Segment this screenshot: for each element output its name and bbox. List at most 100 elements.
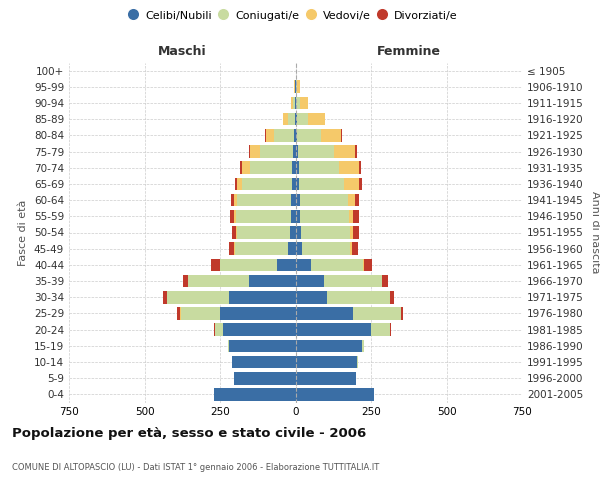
Bar: [240, 162, 242, 174]
Bar: [350, 242, 352, 255]
Text: Femmine: Femmine: [377, 44, 441, 58]
Bar: [249, 145, 250, 158]
Bar: [297, 80, 300, 93]
Bar: [296, 162, 299, 174]
Bar: [296, 129, 297, 141]
Bar: [232, 356, 296, 368]
Bar: [266, 129, 274, 141]
Bar: [296, 145, 298, 158]
Bar: [214, 388, 296, 400]
Bar: [324, 275, 382, 287]
Bar: [296, 178, 299, 190]
Bar: [390, 324, 391, 336]
Bar: [359, 178, 362, 190]
Bar: [163, 291, 167, 304]
Bar: [242, 162, 250, 174]
Bar: [292, 162, 296, 174]
Bar: [334, 145, 355, 158]
Bar: [296, 291, 327, 304]
Bar: [277, 258, 296, 271]
Bar: [230, 210, 235, 222]
Bar: [362, 258, 364, 271]
Text: Popolazione per età, sesso e stato civile - 2006: Popolazione per età, sesso e stato civil…: [12, 428, 366, 440]
Bar: [235, 178, 237, 190]
Bar: [181, 307, 220, 320]
Bar: [296, 210, 301, 222]
Bar: [344, 178, 359, 190]
Bar: [382, 275, 388, 287]
Legend: Celibi/Nubili, Coniugati/e, Vedovi/e, Divorziati/e: Celibi/Nubili, Coniugati/e, Vedovi/e, Di…: [126, 6, 462, 25]
Bar: [237, 194, 291, 206]
Bar: [327, 291, 390, 304]
Bar: [291, 96, 293, 110]
Bar: [283, 113, 288, 126]
Bar: [220, 258, 277, 271]
Bar: [299, 162, 339, 174]
Bar: [364, 258, 372, 271]
Bar: [232, 226, 236, 239]
Bar: [290, 226, 296, 239]
Bar: [401, 307, 403, 320]
Bar: [294, 80, 295, 93]
Bar: [288, 242, 296, 255]
Bar: [237, 178, 242, 190]
Bar: [355, 194, 359, 206]
Bar: [274, 129, 294, 141]
Bar: [188, 275, 248, 287]
Bar: [296, 226, 301, 239]
Bar: [353, 307, 401, 320]
Bar: [182, 275, 188, 287]
Bar: [214, 324, 215, 336]
Bar: [235, 242, 288, 255]
Bar: [391, 291, 394, 304]
Bar: [265, 129, 266, 141]
Bar: [362, 340, 364, 352]
Bar: [296, 307, 353, 320]
Bar: [292, 178, 296, 190]
Bar: [296, 324, 371, 336]
Bar: [294, 129, 296, 141]
Bar: [297, 129, 320, 141]
Bar: [296, 242, 302, 255]
Bar: [290, 210, 296, 222]
Bar: [353, 226, 359, 239]
Bar: [211, 258, 220, 271]
Bar: [250, 145, 260, 158]
Bar: [352, 242, 358, 255]
Y-axis label: Anni di nascita: Anni di nascita: [590, 191, 600, 274]
Bar: [291, 194, 296, 206]
Bar: [371, 324, 390, 336]
Bar: [298, 145, 334, 158]
Bar: [242, 178, 292, 190]
Bar: [308, 113, 325, 126]
Bar: [293, 96, 295, 110]
Bar: [215, 324, 223, 336]
Text: Maschi: Maschi: [158, 44, 206, 58]
Bar: [232, 194, 235, 206]
Bar: [229, 291, 296, 304]
Bar: [349, 210, 353, 222]
Bar: [296, 372, 356, 384]
Bar: [296, 194, 300, 206]
Text: COMUNE DI ALTOPASCIO (LU) - Dati ISTAT 1° gennaio 2006 - Elaborazione TUTTITALIA: COMUNE DI ALTOPASCIO (LU) - Dati ISTAT 1…: [12, 462, 379, 471]
Bar: [320, 129, 341, 141]
Bar: [295, 96, 296, 110]
Bar: [296, 275, 324, 287]
Bar: [299, 178, 344, 190]
Y-axis label: Fasce di età: Fasce di età: [19, 200, 28, 266]
Bar: [302, 242, 350, 255]
Bar: [167, 291, 229, 304]
Bar: [228, 340, 229, 352]
Bar: [237, 226, 290, 239]
Bar: [296, 388, 374, 400]
Bar: [355, 145, 357, 158]
Bar: [260, 145, 293, 158]
Bar: [295, 113, 296, 126]
Bar: [223, 324, 296, 336]
Bar: [341, 129, 343, 141]
Bar: [300, 194, 348, 206]
Bar: [339, 162, 359, 174]
Bar: [296, 356, 358, 368]
Bar: [296, 96, 300, 110]
Bar: [348, 194, 355, 206]
